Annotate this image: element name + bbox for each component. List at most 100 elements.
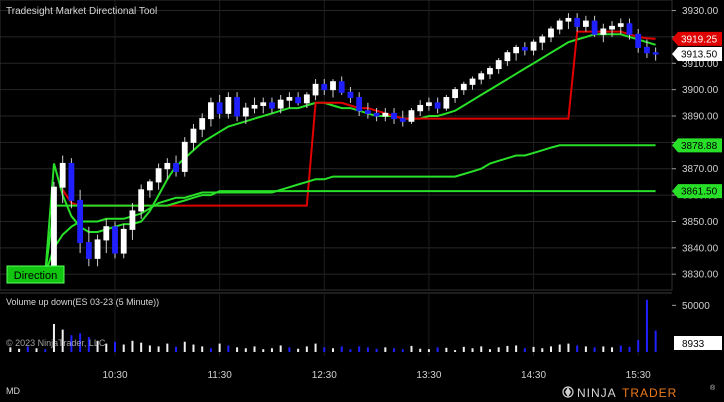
candle-body <box>382 112 389 117</box>
candle-body <box>565 17 572 22</box>
candle <box>164 158 171 180</box>
candle <box>269 97 275 114</box>
volume-bar <box>105 343 108 352</box>
brand-trader: TRADER <box>622 386 677 400</box>
price-marker-text: 3913.50 <box>681 50 718 61</box>
candle <box>373 108 380 122</box>
volume-bar <box>96 340 99 352</box>
candle-body <box>120 228 127 254</box>
time-tick-label: 11:30 <box>207 370 232 381</box>
volume-bar <box>323 347 326 352</box>
volume-bar <box>297 348 300 352</box>
volume-bar <box>427 349 430 352</box>
candle <box>626 18 633 40</box>
candle <box>434 97 441 114</box>
volume-bar <box>227 345 230 352</box>
candle-body <box>225 97 232 114</box>
candle <box>565 13 572 29</box>
volume-bar <box>637 339 640 352</box>
candle <box>242 102 249 124</box>
volume-bar <box>645 299 648 352</box>
candle <box>208 97 214 127</box>
volume-bar <box>201 346 204 352</box>
price-markers: 3919.25 3913.50 3878.88 3861.50 <box>672 31 722 199</box>
candle-body <box>173 162 179 172</box>
volume-bar <box>209 348 212 352</box>
candle <box>417 100 424 116</box>
candle-body <box>312 83 319 96</box>
volume-bar <box>148 345 151 352</box>
candle <box>51 181 57 277</box>
candle <box>181 137 188 177</box>
candle <box>146 179 153 198</box>
volume-bar <box>462 346 465 352</box>
price-tick-label: 3930.00 <box>682 6 719 17</box>
volume-bar <box>175 346 178 352</box>
candle-body <box>600 28 607 35</box>
volume-bar <box>253 346 256 352</box>
volume-bar <box>70 335 73 352</box>
candle-body <box>635 33 642 48</box>
candle <box>251 97 258 114</box>
candle <box>582 15 589 32</box>
candle-body <box>190 128 197 143</box>
time-axis[interactable]: 10:30 11:30 12:30 13:30 14:30 15:30 <box>102 370 651 381</box>
candle-body <box>208 102 214 120</box>
volume-bar <box>567 343 570 352</box>
candle-body <box>373 112 380 117</box>
volume-bar <box>488 349 491 352</box>
volume-bar <box>471 348 474 352</box>
candle-body <box>408 110 415 122</box>
candle-body <box>330 81 336 91</box>
candle-body <box>434 102 441 109</box>
candle <box>469 76 476 90</box>
candle <box>356 92 363 116</box>
volume-bar <box>541 348 544 352</box>
candle-body <box>251 104 258 109</box>
candle <box>338 76 345 95</box>
candle-body <box>242 107 249 117</box>
volume-bar <box>270 348 273 352</box>
price-grid <box>0 0 672 290</box>
candle <box>399 110 406 127</box>
volume-bar <box>654 330 657 352</box>
time-tick-label: 12:30 <box>312 370 337 381</box>
direction-label-text: Direction <box>14 270 57 282</box>
candle-body <box>155 168 162 183</box>
volume-bar <box>558 344 561 352</box>
volume-axis[interactable]: 50000 <box>672 301 710 312</box>
candle <box>635 29 642 53</box>
candle <box>199 113 206 138</box>
candle-body <box>521 46 528 51</box>
indicator-line-3 <box>10 144 656 276</box>
volume-bars <box>9 299 657 352</box>
volume-bar <box>192 344 195 352</box>
direction-label[interactable]: Direction <box>6 265 65 284</box>
volume-bar <box>584 346 587 352</box>
candle-body <box>609 25 615 30</box>
volume-value-text: 8933 <box>682 339 705 350</box>
candle <box>59 155 66 203</box>
candle-body <box>356 97 363 112</box>
candle <box>286 92 293 109</box>
candle <box>617 18 624 35</box>
indicator-line-2 <box>61 30 656 207</box>
candle <box>112 221 118 259</box>
volume-bar <box>410 345 413 352</box>
volume-bar <box>52 324 55 352</box>
price-tick-label: 3850.00 <box>682 217 719 228</box>
candle <box>495 58 502 74</box>
volume-bar <box>506 345 509 352</box>
volume-bar <box>366 347 369 352</box>
candle-body <box>574 17 581 27</box>
volume-bar <box>79 333 82 352</box>
candle-body <box>487 68 493 75</box>
candle <box>138 184 145 219</box>
volume-bar <box>288 347 291 352</box>
volume-bar <box>218 343 221 352</box>
candle <box>94 234 101 267</box>
candle <box>530 39 537 56</box>
candle <box>600 23 607 43</box>
time-tick-label: 13:30 <box>416 370 441 381</box>
candle-body <box>347 91 354 99</box>
